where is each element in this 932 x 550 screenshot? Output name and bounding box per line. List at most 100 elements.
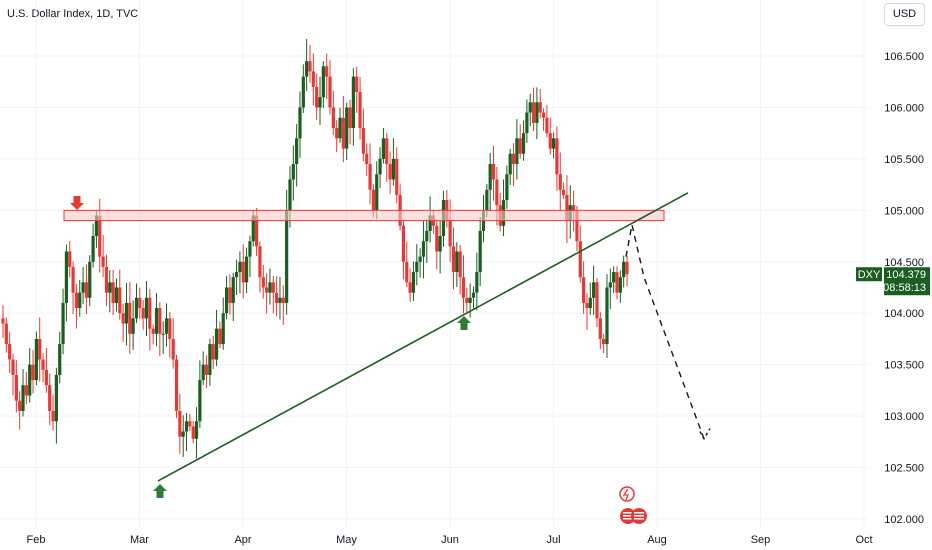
price-tick-label: 102.000 <box>884 514 924 526</box>
candle-body <box>565 194 569 221</box>
projection-path[interactable] <box>625 224 705 439</box>
candle-body <box>118 287 122 314</box>
candle-body <box>365 153 369 165</box>
candle-body <box>321 66 325 98</box>
candle-body <box>421 241 426 257</box>
event-icons[interactable] <box>619 486 647 524</box>
candle-body <box>131 318 135 334</box>
candle-body <box>585 302 589 309</box>
candle-body <box>94 215 99 237</box>
candle-body <box>191 426 195 439</box>
candle-body <box>38 338 42 360</box>
candle-body <box>475 272 479 293</box>
candle-body <box>618 277 622 293</box>
candle-body <box>531 102 536 123</box>
candle-body <box>305 61 309 77</box>
candle-body <box>625 261 629 275</box>
candle-body <box>425 230 429 242</box>
candle-body <box>615 272 619 293</box>
economic-event-flag-icon[interactable] <box>631 508 647 524</box>
candle-body <box>541 112 546 118</box>
dividend-icon[interactable] <box>619 486 635 502</box>
candle-body <box>612 272 616 283</box>
candle-body <box>451 246 456 273</box>
candle-body <box>98 215 102 257</box>
time-tick-label: Feb <box>27 534 46 546</box>
candle-body <box>198 380 202 422</box>
candle-body <box>578 241 582 278</box>
time-tick-label: May <box>336 534 357 546</box>
candle-body <box>518 138 522 154</box>
candle-body <box>31 364 35 381</box>
candle-body <box>28 364 32 396</box>
support-trendline[interactable] <box>157 192 689 482</box>
candle-body <box>51 410 55 422</box>
candle-body <box>91 236 95 262</box>
candle-body <box>44 369 48 386</box>
candle-body <box>391 158 396 180</box>
candle-body <box>471 292 476 298</box>
candle-body <box>255 215 259 247</box>
candle-body <box>521 133 526 154</box>
symbol-title: U.S. Dollar Index, 1D, TVC <box>7 8 139 20</box>
price-tick-label: 104.000 <box>884 308 924 320</box>
candle-body <box>144 297 149 319</box>
economic-event-flag-icon[interactable] <box>620 508 636 524</box>
candle-body <box>275 292 279 303</box>
candle-body <box>251 215 255 242</box>
candle-body <box>545 117 549 134</box>
candle-body <box>71 266 75 293</box>
resistance-zone[interactable] <box>63 209 665 222</box>
candle-body <box>595 282 599 319</box>
candle-body <box>231 277 235 303</box>
candle-body <box>468 297 472 303</box>
candle-body <box>104 266 109 293</box>
currency-button[interactable]: USD <box>884 3 925 26</box>
candle-body <box>238 261 242 273</box>
candle-body <box>528 102 532 113</box>
candle-body <box>538 102 542 113</box>
candle-body <box>121 313 125 324</box>
time-axis[interactable]: Feb Mar Apr May Jun Jul Aug Sep Oct <box>27 534 873 546</box>
candle-body <box>495 179 499 206</box>
candle-body <box>278 297 282 303</box>
candle-body <box>511 153 516 165</box>
candle-body <box>395 158 399 195</box>
candle-body <box>325 66 329 77</box>
candle-body <box>465 297 469 303</box>
candle-body <box>455 251 459 273</box>
candle-body <box>358 92 362 129</box>
candle-body <box>328 76 332 108</box>
candle-body <box>111 282 115 303</box>
candle-body <box>124 302 129 324</box>
chart-grid <box>0 0 868 528</box>
candle-body <box>368 164 372 190</box>
candle-body <box>14 374 18 401</box>
candle-body <box>291 164 295 180</box>
candle-body <box>11 359 15 375</box>
price-tick-label: 106.000 <box>884 102 924 114</box>
candle-body <box>378 158 382 175</box>
candle-body <box>598 318 602 339</box>
time-tick-label: Jul <box>546 534 560 546</box>
candle-body <box>461 277 466 298</box>
price-tag-symbol-box <box>856 267 882 282</box>
candle-body <box>228 287 232 303</box>
candle-body <box>435 225 439 252</box>
candle-body <box>34 338 38 381</box>
candle-body <box>505 174 509 201</box>
candle-body <box>315 86 319 108</box>
candle-body <box>448 220 452 247</box>
candle-body <box>164 318 169 334</box>
price-axis[interactable]: 102.000 102.500 103.000 103.500 104.000 104.5… <box>884 51 924 526</box>
candle-body <box>4 323 8 345</box>
candle-body <box>168 318 172 339</box>
candle-body <box>388 164 392 180</box>
candle-body <box>261 277 265 288</box>
arrow-up-icon <box>457 316 471 330</box>
candle-body <box>88 261 92 298</box>
candle-body <box>418 256 422 262</box>
candle-body <box>188 421 192 427</box>
candle-body <box>21 385 25 411</box>
